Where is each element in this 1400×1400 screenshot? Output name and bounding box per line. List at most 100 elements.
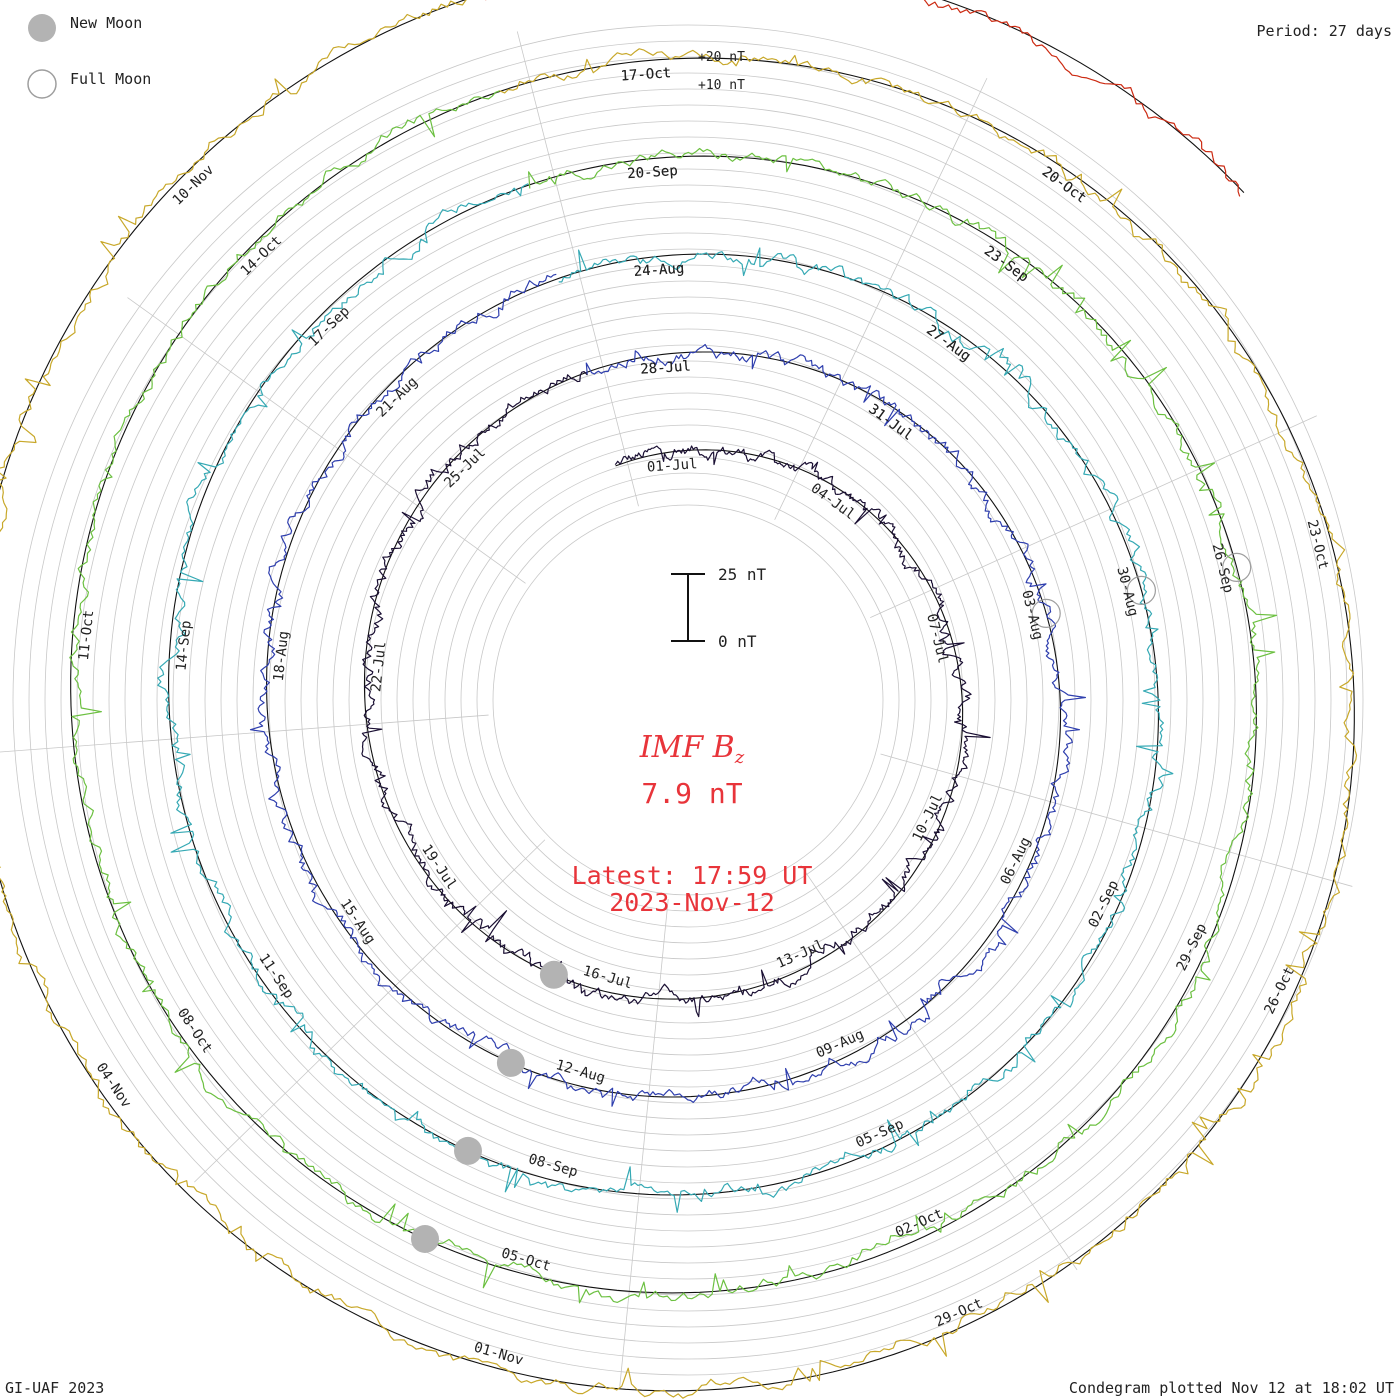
scale-bar-top-label: 25 nT	[718, 565, 767, 584]
day-label: 06-Aug	[998, 835, 1035, 887]
new-moon-icon	[28, 14, 56, 42]
grid-ring-30	[12, 24, 1364, 1376]
day-label: 14-Sep	[173, 620, 194, 672]
day-label: 31-Jul	[865, 401, 915, 444]
grid-ring-29	[28, 40, 1348, 1360]
trace-5	[0, 0, 1358, 1399]
day-label: 15-Aug	[337, 896, 378, 947]
day-label: 05-Oct	[499, 1245, 552, 1274]
chart-grid	[0, 0, 1364, 1392]
footer-plot-time: Condegram plotted Nov 12 at 18:02 UT	[1068, 1379, 1394, 1397]
grid-ring-23	[124, 136, 1252, 1264]
full-moon-marker-1	[1031, 598, 1061, 629]
trace-6	[484, 0, 1241, 197]
grid-spoke-5	[619, 898, 669, 1387]
day-label: 20-Sep	[627, 163, 679, 182]
grid-ring-16	[236, 248, 1140, 1152]
day-label: 25-Jul	[441, 445, 489, 492]
chart-title: IMF Bz	[639, 730, 745, 768]
day-label: 24-Aug	[633, 261, 685, 280]
day-label: 12-Aug	[554, 1057, 607, 1086]
day-label: 05-Sep	[853, 1116, 906, 1151]
grid-ring-13	[284, 296, 1092, 1104]
day-label: 13-Jul	[774, 937, 827, 972]
grid-ring-18	[204, 216, 1172, 1184]
grid-ring-15	[252, 264, 1124, 1136]
day-label: 17-Oct	[620, 65, 672, 84]
trace-4	[69, 90, 1278, 1304]
scale-label-plus10: +10 nT	[698, 78, 745, 93]
grid-spoke-2	[870, 415, 1317, 618]
grid-spoke-4	[800, 864, 1078, 1271]
grid-ring-14	[268, 280, 1108, 1120]
day-label: 11-Oct	[76, 609, 97, 661]
grid-ring-5	[412, 424, 964, 976]
grid-ring-21	[156, 168, 1220, 1232]
grid-ring-7	[380, 392, 996, 1008]
period-label: Period: 27 days	[1256, 22, 1392, 40]
day-label: 01-Jul	[646, 456, 698, 475]
current-value: 7.9 nT	[641, 777, 742, 810]
grid-ring-25	[92, 104, 1284, 1296]
grid-spoke-3	[880, 753, 1353, 887]
grid-ring-3	[444, 456, 932, 944]
day-label: 20-Sep	[627, 163, 679, 182]
latest-date: 2023-Nov-12	[609, 888, 775, 917]
new-moon-marker-0	[539, 960, 568, 989]
scale-bar	[671, 573, 705, 642]
day-label: 21-Aug	[373, 374, 421, 421]
grid-ring-17	[220, 232, 1156, 1168]
day-label: 17-Oct	[620, 65, 672, 84]
grid-ring-20	[172, 184, 1204, 1216]
full-moon-marker-5	[1222, 552, 1252, 583]
new-moon-marker-2	[496, 1048, 525, 1077]
new-moon-marker-4	[454, 1136, 482, 1165]
trace-2	[249, 273, 1086, 1107]
grid-ring-11	[316, 328, 1060, 1072]
grid-ring-0	[492, 504, 884, 896]
day-label: 08-Oct	[174, 1005, 215, 1056]
full-moon-label: Full Moon	[70, 70, 151, 88]
day-label: 02-Oct	[893, 1206, 946, 1241]
trace-3	[157, 183, 1174, 1213]
day-label: 03-Aug	[1018, 589, 1046, 642]
grid-ring-27	[60, 72, 1316, 1328]
grid-ring-24	[108, 120, 1268, 1280]
day-label: 01-Nov	[472, 1340, 525, 1369]
grid-ring-12	[300, 312, 1076, 1088]
grid-spoke-7	[0, 714, 489, 753]
scale-bar-bottom-label: 0 nT	[718, 632, 757, 651]
day-label: 28-Jul	[640, 358, 692, 377]
trace-1	[361, 371, 991, 1018]
full-moon-marker-3	[1126, 575, 1157, 606]
chart-traces	[0, 0, 1358, 1399]
new-moon-marker-6	[411, 1225, 439, 1253]
grid-ring-28	[44, 56, 1332, 1344]
grid-spoke-8	[127, 297, 526, 584]
grid-ring-19	[188, 200, 1188, 1200]
grid-ring-9	[348, 360, 1028, 1040]
grid-spoke-1	[774, 77, 988, 520]
day-label: 08-Sep	[527, 1151, 580, 1180]
grid-spoke-6	[194, 839, 546, 1183]
grid-ring-2	[460, 472, 916, 928]
day-label: 24-Aug	[633, 261, 685, 280]
day-label: 10-Nov	[170, 162, 218, 209]
day-label: 28-Jul	[640, 358, 692, 377]
latest-time: Latest: 17:59 UT	[572, 861, 813, 890]
grid-ring-6	[396, 408, 980, 992]
day-label: 16-Jul	[581, 963, 634, 992]
grid-ring-10	[332, 344, 1044, 1056]
day-label: 22-Jul	[368, 641, 389, 693]
chart-day-labels: 01-Jul04-Jul07-Jul10-Jul13-Jul16-Jul19-J…	[76, 65, 1331, 1369]
day-label: 10-Jul	[910, 792, 947, 844]
grid-ring-1	[476, 488, 900, 912]
footer-credit: GI-UAF 2023	[5, 1379, 105, 1397]
new-moon-label: New Moon	[70, 14, 142, 32]
day-label: 18-Aug	[271, 630, 292, 682]
scale-label-plus20: +20 nT	[698, 50, 745, 65]
day-label: 26-Oct	[1261, 964, 1298, 1016]
grid-spoke-0	[516, 31, 639, 507]
day-label: 30-Aug	[1113, 565, 1141, 618]
